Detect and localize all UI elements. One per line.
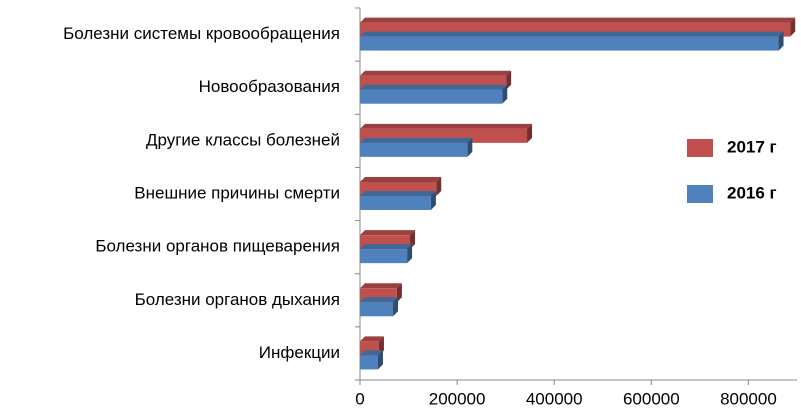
y-tick-label: Новообразования: [199, 77, 340, 96]
bar: [360, 355, 378, 370]
legend-label: 2017 г: [727, 137, 777, 156]
legend-label: 2016 г: [727, 183, 777, 202]
x-tick-label: 600000: [623, 389, 680, 408]
bar-top: [360, 177, 442, 182]
bar-top: [360, 123, 533, 129]
bar-side: [502, 84, 508, 104]
y-tick-label: Болезни системы кровообращения: [63, 24, 340, 43]
bar-side: [393, 297, 399, 317]
bar-top: [360, 230, 416, 236]
bar: [360, 196, 431, 210]
bar-side: [377, 350, 383, 370]
bar-top: [360, 336, 384, 342]
legend-swatch: [687, 139, 713, 157]
bar-side: [430, 191, 436, 210]
bar-top: [360, 350, 383, 356]
bar-top: [360, 191, 436, 196]
y-tick-label: Болезни органов пищеварения: [95, 237, 340, 256]
bar-side: [790, 17, 796, 37]
y-tick-label: Болезни органов дыхания: [135, 290, 340, 309]
x-tick-label: 800000: [720, 389, 777, 408]
bar-side: [778, 31, 784, 51]
bar-side: [506, 70, 512, 90]
bar-top: [360, 297, 399, 303]
bar-side: [436, 177, 442, 196]
bar-top: [360, 70, 512, 76]
x-tick-label: 400000: [526, 389, 583, 408]
bar-top: [360, 84, 508, 90]
bar-side: [467, 137, 473, 157]
legend-swatch: [687, 185, 713, 203]
x-tick-label: 200000: [429, 389, 486, 408]
bar-top: [360, 137, 473, 143]
bar: [360, 89, 503, 104]
bar-top: [360, 283, 402, 289]
bar-top: [360, 31, 784, 37]
bar: [360, 249, 408, 264]
bar: [360, 302, 394, 317]
bar-side: [396, 283, 402, 303]
y-tick-label: Внешние причины смерти: [134, 183, 340, 202]
bar: [360, 142, 468, 157]
bar-top: [360, 17, 796, 23]
bar: [360, 36, 779, 51]
y-tick-label: Инфекции: [259, 343, 340, 362]
x-tick-label: 0: [355, 389, 364, 408]
bar-side: [407, 244, 413, 264]
y-tick-label: Другие классы болезней: [146, 130, 340, 149]
bar-side: [527, 123, 533, 143]
bar-top: [360, 244, 413, 250]
